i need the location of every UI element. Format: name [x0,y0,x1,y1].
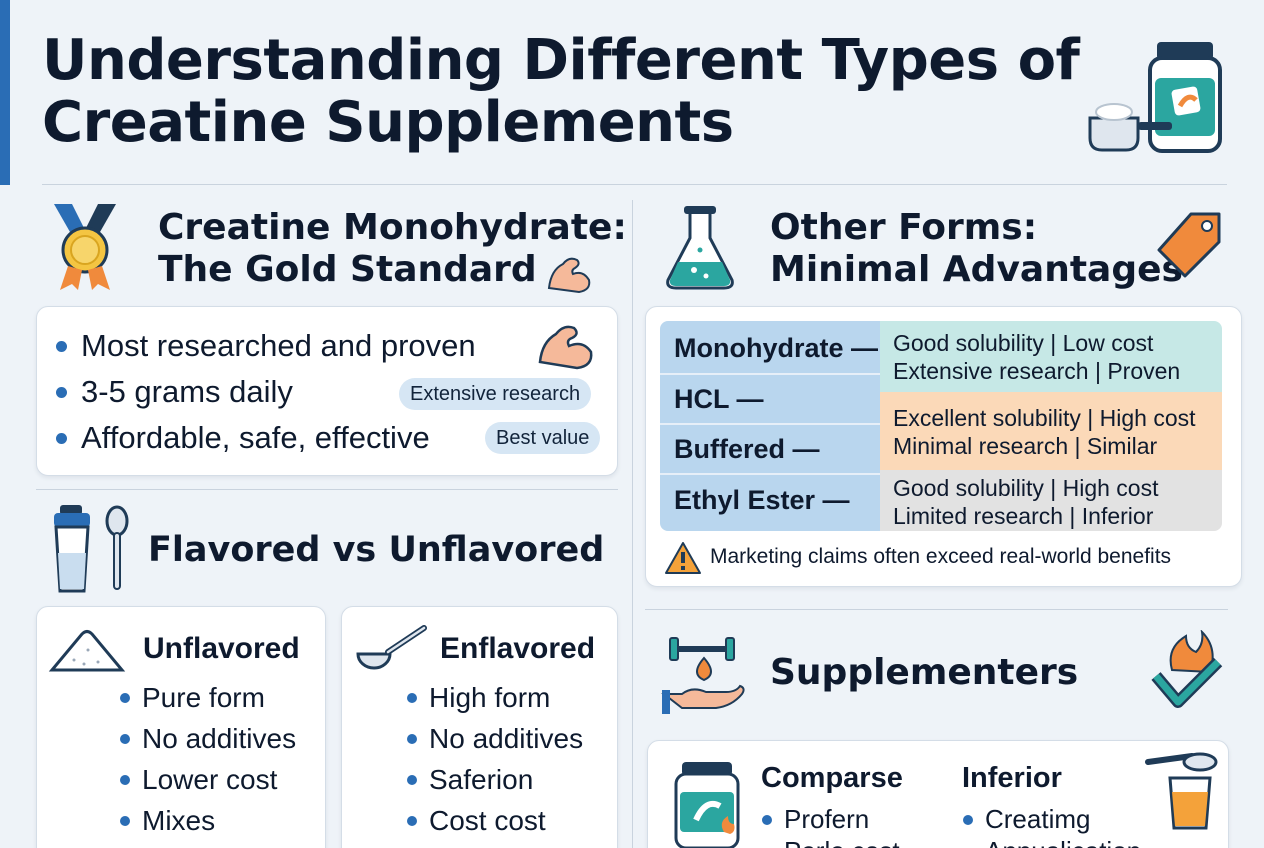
row-divider [660,423,880,425]
bullet-text: High form [429,682,551,713]
monohydrate-heading-line1: Creatine Monohydrate: [158,207,627,248]
monohydrate-heading-line2: The Gold Standard [158,249,537,290]
form-name-buffered: Buffered — [674,434,820,464]
monohydrate-bullet: Most researched and proven [56,328,476,364]
unflavored-item: Lower cost [120,764,277,796]
monohydrate-details: Good solubility | Low cost Extensive res… [880,321,1222,392]
unflavored-item: No additives [120,723,296,755]
bullet-text: Most researched and proven [81,328,476,363]
unflavored-item: Mixes [120,805,215,837]
supplementers-heading: Supplementers [770,652,1079,693]
left-divider [36,489,618,490]
supplementers-card [647,740,1229,848]
detail-line: Good solubility | High cost [893,475,1159,501]
header-divider [42,184,1227,185]
form-name-hcl: HCL — [674,384,764,414]
form-name-ethyl-ester: Ethyl Ester — [674,485,850,515]
detail-line: Limited research | Inferior [893,503,1154,529]
bullet-text: Cost cost [429,805,546,836]
supplement-jar-small-icon [674,762,740,848]
monohydrate-bullet: Affordable, safe, effective [56,420,430,456]
unflavored-title: Unflavored [143,632,300,665]
bullet-text: Profern [784,804,870,834]
inferior-item: Creatimg [963,804,1090,835]
warning-text: Marketing claims often exceed real-world… [710,545,1172,568]
buffered-details: Excellent solubility | High cost Minimal… [880,392,1222,470]
bullet-text: Lower cost [142,764,278,795]
checkmark-flame-icon [1151,630,1223,708]
bullet-text: Annualication [985,836,1141,848]
form-name-column [660,321,880,531]
ethyl-ester-details: Good solubility | High cost Limited rese… [880,470,1222,531]
bullet-text: Pure form [142,682,265,713]
detail-line: Good solubility | Low cost [893,330,1154,356]
comparse-item: Perle cost [762,836,900,848]
bullet-dot [120,816,130,826]
drink-cup-icon [1145,752,1218,830]
supplement-jar-icon [1088,42,1222,153]
dumbbell-hand-icon [661,637,745,714]
bullet-dot [120,775,130,785]
row-divider [660,473,880,475]
scoop-icon [356,625,427,670]
enflavored-card [341,606,618,848]
bullet-text: No additives [142,723,297,754]
price-tag-icon [1157,212,1221,278]
bullet-dot [120,734,130,744]
bullet-dot [56,340,67,352]
bullet-dot [407,693,417,703]
muscle-arm-icon [538,325,593,370]
other-forms-heading-line2: Minimal Advantages [770,249,1183,290]
bullet-dot [120,693,130,703]
flavored-heading: Flavored vs Unflavored [148,530,605,570]
shaker-bottle-icon [54,505,129,593]
other-forms-heading-line1: Other Forms: [770,207,1038,248]
best-value-tag: Best value [485,422,601,454]
warning-icon [665,542,701,574]
column-divider [632,200,633,848]
enflavored-item: No additives [407,723,583,755]
detail-line: Extensive research | Proven [893,358,1181,384]
detail-line: Minimal research | Similar [893,433,1158,459]
enflavored-item: Cost cost [407,805,546,837]
comparse-title: Comparse [761,762,903,794]
bullet-dot [407,734,417,744]
bullet-text: Affordable, safe, effective [81,420,430,455]
page-title: Understanding Different Types of Creatin… [42,28,1080,155]
bullet-dot [762,814,772,825]
bullet-dot [56,386,67,398]
right-divider [645,609,1228,610]
bullet-text: 3-5 grams daily [81,374,293,409]
bullet-dot [963,814,973,825]
powder-pile-icon [48,630,126,672]
bullet-dot [407,775,417,785]
bullet-text: No additives [429,723,584,754]
comparse-item: Profern [762,804,869,835]
flask-icon [666,206,734,290]
detail-line: Excellent solubility | High cost [893,405,1196,431]
bullet-text: Perle cost [784,836,900,848]
enflavored-title: Enflavored [440,632,596,665]
inferior-item: Annualication [963,836,1141,848]
inferior-title: Inferior [962,762,1062,794]
gold-medal-icon [54,204,116,290]
bullet-dot [56,432,67,444]
extensive-research-tag: Extensive research [399,378,592,410]
enflavored-item: High form [407,682,550,714]
flexed-arm-icon [547,257,591,294]
enflavored-item: Saferion [407,764,533,796]
bullet-text: Saferion [429,764,534,795]
row-divider [660,373,880,375]
form-name-monohydrate: Monohydrate — [674,333,879,363]
bullet-text: Mixes [142,805,216,836]
bullet-dot [407,816,417,826]
bullet-text: Creatimg [985,804,1091,834]
monohydrate-bullet: 3-5 grams daily [56,374,293,410]
accent-bar [0,0,10,185]
unflavored-item: Pure form [120,682,265,714]
